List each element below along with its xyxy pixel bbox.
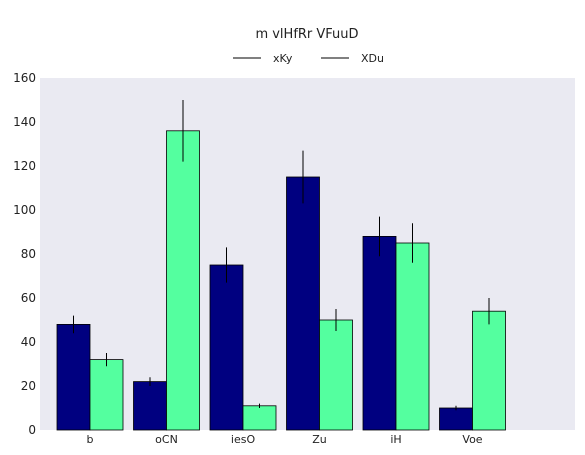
y-tick-label: 100 (13, 203, 36, 217)
bar-xKy-Voe (439, 407, 473, 431)
y-tick-label: 140 (13, 115, 36, 129)
x-tick-label: iH (390, 433, 401, 446)
y-tick-label: 120 (13, 159, 36, 173)
bar-xKy-iH (362, 235, 397, 431)
x-tick-label: Voe (462, 433, 482, 446)
chart-title: m vlHfRr VFuuD (255, 27, 358, 42)
legend-label-xKy: xKy (273, 52, 293, 65)
bar-xKy-b (56, 323, 91, 431)
bars (56, 100, 506, 431)
x-tick-label: iesO (231, 433, 256, 446)
bar-XDu-Voe (472, 310, 506, 431)
x-tick-label: oCN (155, 433, 178, 446)
y-axis: 0 20 40 60 80 100 120 140 160 (13, 71, 36, 437)
y-tick-label: 60 (21, 291, 36, 305)
bar-xKy-oCN (133, 381, 167, 431)
x-tick-label: Zu (312, 433, 327, 446)
x-tick-label: b (87, 433, 94, 446)
bar-xKy-iesO (209, 264, 244, 431)
bar-XDu-iH (395, 242, 430, 431)
y-tick-label: 40 (21, 335, 36, 349)
bar-XDu-oCN (166, 130, 200, 431)
y-tick-label: 160 (13, 71, 36, 85)
y-tick-label: 20 (21, 379, 36, 393)
bar-XDu-iesO (242, 405, 277, 431)
bar-xKy-Zu (286, 176, 320, 431)
bar-XDu-Zu (319, 319, 353, 431)
x-axis: b oCN iesO Zu iH Voe (87, 433, 483, 446)
legend: xKy XDu (233, 52, 384, 65)
y-tick-label: 80 (21, 247, 36, 261)
bar-XDu-b (89, 359, 124, 431)
y-tick-label: 0 (28, 423, 36, 437)
legend-label-XDu: XDu (361, 52, 384, 65)
